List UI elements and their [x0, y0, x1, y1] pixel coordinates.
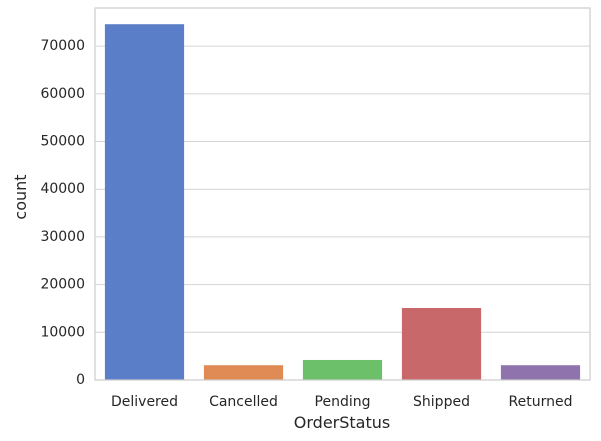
y-tick-label: 50000 — [40, 134, 85, 150]
x-tick-label: Returned — [509, 394, 573, 410]
x-tick-label: Pending — [315, 394, 371, 410]
y-tick-labels: 0 10000 20000 30000 40000 50000 60000 70000 — [40, 38, 85, 388]
y-tick-label: 20000 — [40, 277, 85, 293]
y-tick-label: 0 — [76, 372, 85, 388]
plot-frame — [94, 7, 591, 381]
y-tick-label: 30000 — [40, 229, 85, 245]
y-tick-label: 10000 — [40, 324, 85, 340]
bar-pending — [302, 359, 383, 380]
bar-cancelled — [203, 365, 284, 380]
y-tick-label: 60000 — [40, 86, 85, 102]
x-tick-label: Shipped — [413, 394, 470, 410]
bar-returned — [500, 365, 581, 380]
x-tick-label: Cancelled — [209, 394, 278, 410]
y-axis-title: count — [11, 174, 30, 219]
bar-delivered — [104, 24, 185, 380]
x-tick-label: Delivered — [111, 394, 178, 410]
y-tick-label: 70000 — [40, 38, 85, 54]
x-axis-title: OrderStatus — [294, 413, 390, 432]
bars — [104, 24, 581, 380]
bar-shipped — [401, 307, 482, 380]
y-tick-label: 40000 — [40, 181, 85, 197]
x-tick-labels: Delivered Cancelled Pending Shipped Returned — [111, 394, 573, 410]
